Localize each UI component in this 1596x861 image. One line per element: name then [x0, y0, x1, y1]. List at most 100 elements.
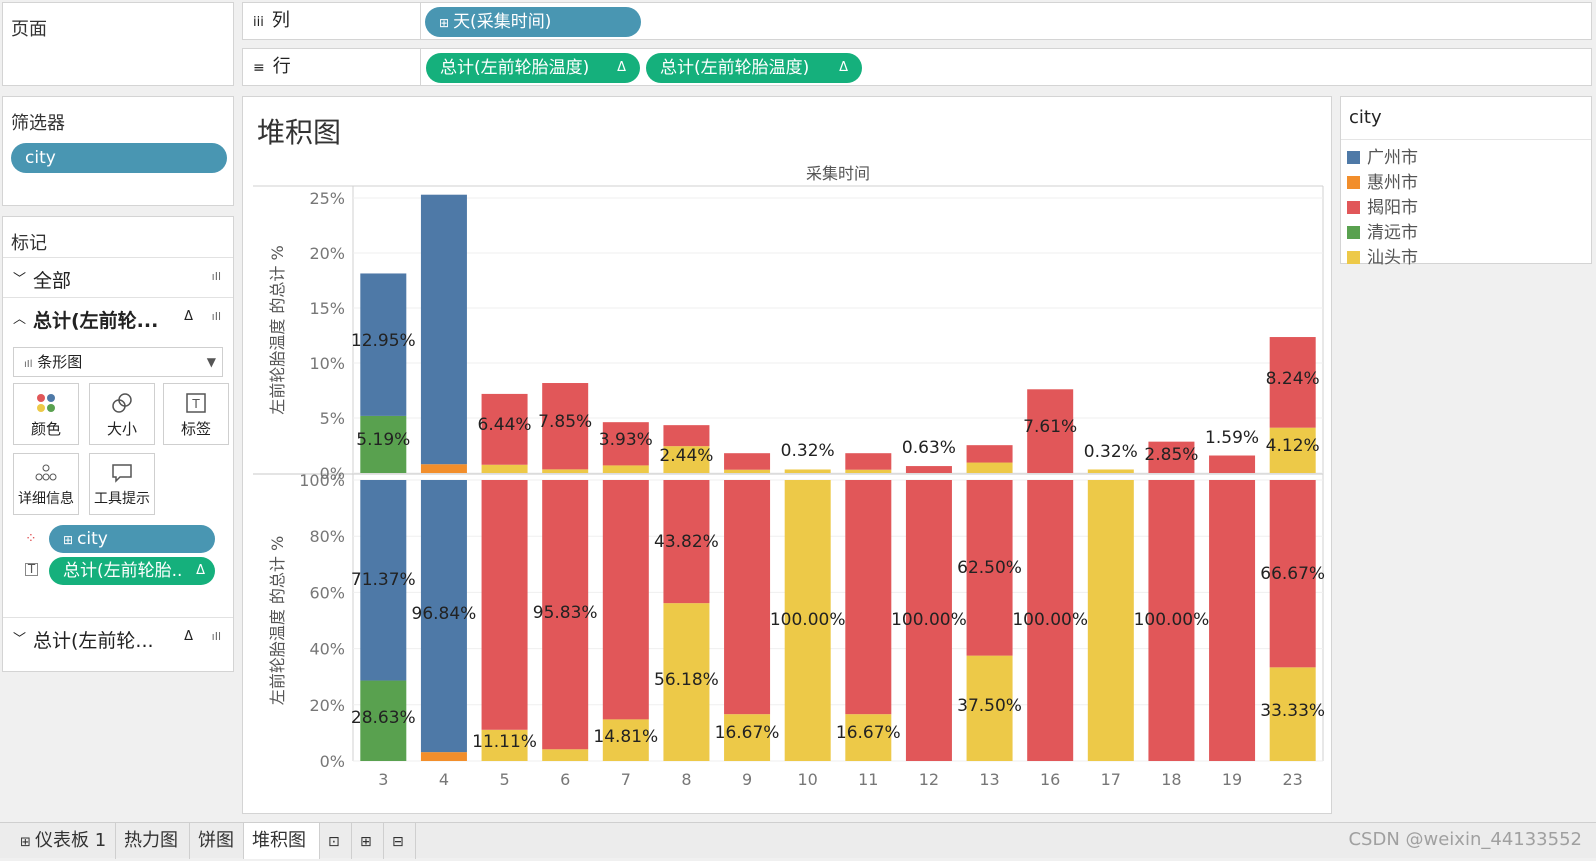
- data-label: 12.95%: [351, 331, 416, 351]
- data-label: 100.00%: [1012, 610, 1088, 630]
- new-sheet-button[interactable]: ⊡: [320, 823, 352, 859]
- bar-segment: [845, 714, 892, 761]
- bar-segment: [420, 464, 467, 473]
- filter-pill-city[interactable]: city: [11, 143, 227, 173]
- y-tick-label: 60%: [309, 583, 345, 602]
- mark-type-select[interactable]: ıIl 条形图 ▼: [13, 347, 223, 377]
- y-tick-label: 20%: [309, 696, 345, 715]
- bar-segment: [1269, 427, 1316, 473]
- data-label: 11.11%: [472, 732, 537, 752]
- tab-dashboard[interactable]: ⊞ 仪表板 1: [12, 823, 116, 859]
- legend-item[interactable]: 广州市: [1347, 143, 1418, 168]
- detail-button[interactable]: 详细信息: [13, 453, 79, 515]
- bar-segment: [602, 480, 649, 720]
- data-label: 28.63%: [351, 708, 416, 728]
- label-button[interactable]: T 标签: [163, 383, 229, 445]
- table-calc-icon: Δ: [839, 60, 848, 75]
- legend-item[interactable]: 清远市: [1347, 218, 1418, 243]
- bar-segment: [1269, 480, 1316, 668]
- columns-shelf[interactable]: iii 列 ⊞ 天(采集时间): [242, 2, 1592, 40]
- rows-shelf[interactable]: ≡ 行 总计(左前轮胎温度) Δ 总计(左前轮胎温度) Δ: [242, 48, 1592, 86]
- data-label: 100.00%: [891, 610, 967, 630]
- data-label: 7.85%: [538, 412, 592, 432]
- legend-item[interactable]: 揭阳市: [1347, 193, 1418, 218]
- marks-pill-measure[interactable]: 总计(左前轮胎.. Δ: [49, 557, 215, 585]
- bar-segment: [542, 749, 589, 761]
- legend-swatch: [1347, 176, 1360, 189]
- data-label: 0.63%: [902, 438, 956, 458]
- bar-segment: [1269, 337, 1316, 428]
- x-tick-label: 3: [378, 770, 388, 789]
- y-tick-label: 25%: [309, 189, 345, 208]
- label-icon: T: [186, 393, 206, 413]
- bar-segment: [663, 480, 710, 604]
- chevron-up-icon: ︿: [13, 312, 27, 327]
- bar-segment: [602, 465, 649, 473]
- marks-panel: 标记 ﹀ 全部 ıIl ︿ 总计(左前轮... Δ ıIl ıIl 条形图 ▼ …: [2, 216, 234, 672]
- marks-pill-city[interactable]: ⊞ city: [49, 525, 215, 553]
- chevron-down-icon: ﹀: [13, 632, 27, 647]
- new-story-button[interactable]: ⊟: [384, 823, 416, 859]
- bar-segment: [360, 273, 407, 416]
- bar-segment: [663, 425, 710, 447]
- rows-pill-2[interactable]: 总计(左前轮胎温度) Δ: [646, 53, 862, 83]
- data-label: 16.67%: [836, 723, 901, 743]
- marks-card-measure[interactable]: ︿ 总计(左前轮... Δ ıIl: [3, 297, 233, 337]
- delta-icon: Δ: [196, 563, 205, 578]
- bar-segment: [1148, 480, 1195, 761]
- expand-icon: ⊞: [63, 533, 74, 547]
- rows-shelf-label: ≡ 行: [243, 49, 421, 85]
- color-button[interactable]: 颜色: [13, 383, 79, 445]
- y-tick-label: 5%: [320, 409, 345, 428]
- detail-icon: [35, 464, 57, 481]
- bar-chart-icon: ıIl: [211, 310, 221, 323]
- bar-segment: [1087, 469, 1134, 473]
- data-label: 8.24%: [1266, 369, 1320, 389]
- data-label: 14.81%: [593, 727, 658, 747]
- bar-chart-icon: ıIl: [211, 270, 221, 283]
- data-label: 43.82%: [654, 532, 719, 552]
- bar-segment: [724, 714, 771, 761]
- color-icon: [37, 394, 55, 412]
- bar-segment: [360, 480, 407, 681]
- data-label: 33.33%: [1260, 701, 1325, 721]
- color-icon: ⁘: [25, 531, 37, 547]
- y-tick-label: 80%: [309, 527, 345, 546]
- tab-heatmap[interactable]: 热力图: [116, 823, 190, 859]
- bar-segment: [966, 462, 1013, 473]
- data-label: 37.50%: [957, 696, 1022, 716]
- bar-segment: [966, 655, 1013, 761]
- x-tick-label: 16: [1040, 770, 1060, 789]
- bar-segment: [481, 480, 528, 730]
- svg-text:T: T: [191, 397, 200, 411]
- bar-segment: [663, 603, 710, 761]
- sheet-title: 堆积图: [257, 116, 342, 149]
- size-button[interactable]: 大小: [89, 383, 155, 445]
- tooltip-button[interactable]: 工具提示: [89, 453, 155, 515]
- x-tick-label: 17: [1101, 770, 1121, 789]
- stacked-bar-chart[interactable]: 采集时间 0% 5% 10% 15% 20% 25% 左前轮胎温度 的总计 % 0% 20% 40%…: [243, 97, 1333, 815]
- data-label: 95.83%: [533, 603, 598, 623]
- data-label: 100.00%: [770, 610, 846, 630]
- tab-stacked[interactable]: 堆积图: [244, 823, 320, 859]
- y-tick-label: 100%: [299, 471, 345, 490]
- marks-card-measure-2[interactable]: ﹀ 总计(左前轮... Δ ıIl: [3, 617, 233, 657]
- bar-segment: [420, 480, 467, 753]
- table-calc-icon: Δ: [617, 60, 626, 75]
- legend-swatch: [1347, 251, 1360, 264]
- x-tick-label: 6: [560, 770, 570, 789]
- bar-chart-icon: ıIl: [211, 630, 221, 643]
- new-dashboard-icon: ⊞: [360, 834, 372, 850]
- rows-pill-1[interactable]: 总计(左前轮胎温度) Δ: [426, 53, 640, 83]
- new-dashboard-button[interactable]: ⊞: [352, 823, 384, 859]
- legend-item[interactable]: 汕头市: [1347, 243, 1418, 268]
- legend-item[interactable]: 惠州市: [1347, 168, 1418, 193]
- bar-segment: [1087, 480, 1134, 761]
- y-tick-label: 10%: [309, 354, 345, 373]
- marks-card-all[interactable]: ﹀ 全部 ıIl: [3, 257, 233, 297]
- columns-pill-day[interactable]: ⊞ 天(采集时间): [425, 7, 641, 37]
- tab-pie[interactable]: 饼图: [190, 823, 244, 859]
- tooltip-icon: [112, 464, 132, 483]
- pages-title: 页面: [11, 19, 47, 40]
- delta-icon: Δ: [184, 629, 193, 644]
